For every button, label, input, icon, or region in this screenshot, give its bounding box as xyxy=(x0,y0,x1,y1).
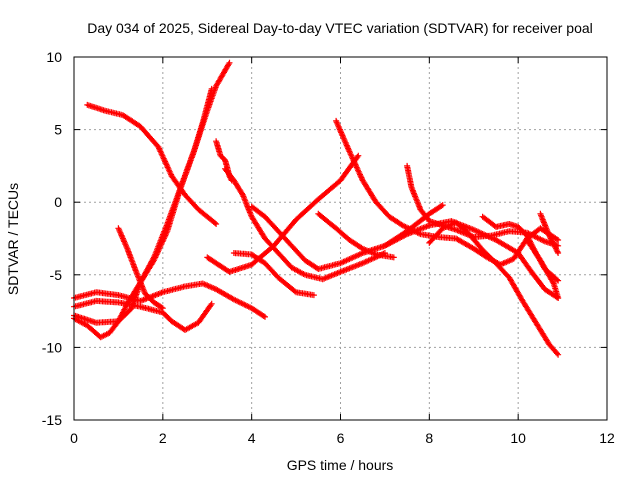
series-track-18 xyxy=(524,237,562,301)
x-tick-label: 0 xyxy=(70,430,78,446)
data-point-markers xyxy=(524,237,562,301)
y-tick-label: -5 xyxy=(50,267,63,283)
series-track-1 xyxy=(84,101,220,227)
data-point-markers xyxy=(426,219,562,358)
data-point-markers xyxy=(333,117,562,268)
axis-ticks: 0 2 4 6 8 10 12 -15 -10 -5 0 5 10 xyxy=(42,49,615,446)
data-point-markers xyxy=(115,225,166,312)
data-point-markers xyxy=(204,152,362,275)
y-tick-label: -15 xyxy=(42,412,62,428)
data-point-markers xyxy=(84,101,220,227)
x-tick-label: 12 xyxy=(599,430,615,446)
y-tick-label: 5 xyxy=(54,122,62,138)
chart-title: Day 034 of 2025, Sidereal Day-to-day VTE… xyxy=(87,20,593,36)
series-track-6 xyxy=(115,225,166,312)
series-track-17 xyxy=(537,210,562,256)
series-track-19 xyxy=(213,138,235,184)
x-tick-label: 8 xyxy=(425,430,433,446)
y-tick-label: 0 xyxy=(54,194,62,210)
x-tick-label: 4 xyxy=(248,430,256,446)
y-tick-label: 10 xyxy=(46,49,62,65)
data-point-markers xyxy=(315,210,397,261)
x-axis-label: GPS time / hours xyxy=(287,457,394,473)
data-point-markers xyxy=(381,218,562,301)
y-tick-label: -10 xyxy=(42,339,62,355)
x-tick-label: 6 xyxy=(337,430,345,446)
data-point-markers xyxy=(213,138,235,184)
x-tick-label: 2 xyxy=(159,430,167,446)
y-axis-label: SDTVAR / TECUs xyxy=(5,183,21,295)
series-track-10 xyxy=(230,250,317,299)
data-point-markers xyxy=(537,210,562,256)
x-tick-label: 10 xyxy=(510,430,526,446)
series-track-11 xyxy=(333,117,562,268)
data-marks xyxy=(71,59,562,358)
series-track-15 xyxy=(426,219,562,358)
series-track-14 xyxy=(381,218,562,301)
series-track-7 xyxy=(204,152,362,275)
data-point-markers xyxy=(230,250,317,299)
series-track-12 xyxy=(315,210,397,261)
